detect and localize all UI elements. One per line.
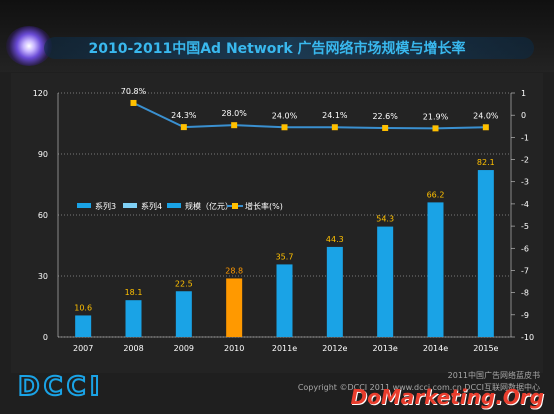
title-bar [44,37,534,59]
bar-label-2010: 28.8 [225,266,243,275]
y-right-tick-3: -2 [521,156,529,165]
legend-label-1: 系列4 [141,201,162,211]
y-left-tick-3: 90 [38,150,48,159]
legend-swatch-2 [167,203,181,208]
y-left-tick-4: 120 [33,89,48,98]
growth-label-2015e: 24.0% [473,111,499,120]
growth-label-2014e: 21.9% [423,112,449,121]
y-right-tick-11: -10 [521,333,534,342]
bar-label-2013e: 54.3 [376,215,394,224]
growth-label-2009: 24.3% [171,111,197,120]
x-tick-2012e: 2012e [322,344,347,353]
legend-swatch-0 [77,203,91,208]
bar-2011e [276,264,293,337]
growth-label-2008: 70.8% [121,87,147,96]
bar-label-2011e: 35.7 [276,252,294,261]
legend-swatch-1 [123,203,137,208]
growth-marker-2010 [231,122,238,129]
bar-label-2012e: 44.3 [326,235,344,244]
bar-2007 [75,315,92,337]
plot-panel: 0 30 60 90 120 1 0 -1 -2 -3 -4 -5 -6 -7 -8 -9 -10 10.6 18.… [11,73,543,373]
y-right-tick-6: -5 [521,222,529,231]
y-right-tick-4: -3 [521,178,529,187]
growth-label-2012e: 24.1% [322,111,348,120]
footnote: 2011中国广告网络蓝皮书 Copyright ©DCCI 2011 www.d… [298,370,540,394]
x-tick-2007: 2007 [73,344,93,353]
bar-label-2007: 10.6 [74,303,92,312]
growth-line [133,102,486,130]
y-right-tick-5: -4 [521,200,529,209]
y-right-tick-0: 1 [521,89,526,98]
footnote-line-2: Copyright ©DCCI 2011 www.dcci.com.cn DCC… [297,383,540,392]
y-right-tick-1: 0 [521,111,526,120]
bar-2013e [377,226,394,337]
growth-label-2013e: 22.6% [372,112,398,121]
y-left-tick-0: 0 [43,333,48,342]
bar-2008 [125,300,142,337]
bar-label-2015e: 82.1 [477,158,495,167]
dcci-logo: DCCI [17,371,104,403]
y-right-tick-7: -6 [521,244,529,253]
growth-marker-2008 [130,99,137,106]
growth-marker-2013e [382,124,389,131]
watermark: DoMarketing.Org [350,385,544,409]
x-tick-2008: 2008 [123,344,143,353]
bar-label-2008: 18.1 [125,288,143,297]
x-tick-2011e: 2011e [272,344,297,353]
x-tick-2015e: 2015e [473,344,498,353]
legend-marker-3 [232,203,238,209]
bar-2010 [226,278,243,337]
growth-marker-2014e [432,125,439,132]
chart-header: 2010-2011中国Ad Network 广告网络市场规模与增长率 [0,0,554,72]
x-tick-2010: 2010 [224,344,244,353]
growth-label-2010: 28.0% [221,109,247,118]
bar-2014e [427,202,444,337]
bar-label-2014e: 66.2 [427,190,445,199]
bar-2012e [326,246,343,337]
y-left-tick-2: 60 [38,211,48,220]
x-tick-2009: 2009 [174,344,194,353]
legend-label-3: 增长率(%) [245,201,283,211]
growth-label-2011e: 24.0% [272,111,298,120]
growth-marker-2009 [180,124,187,131]
x-tick-2014e: 2014e [423,344,448,353]
growth-marker-2012e [331,124,338,131]
y-right-tick-9: -8 [521,289,529,298]
growth-marker-2011e [281,124,288,131]
y-right-tick-10: -9 [521,311,529,320]
bar-label-2009: 22.5 [175,279,193,288]
bar-2015e [477,170,494,337]
y-left-tick-1: 30 [38,272,48,281]
bar-2009 [175,291,192,337]
x-tick-2013e: 2013e [373,344,398,353]
y-right-tick-2: -1 [521,133,529,142]
legend-label-0: 系列3 [95,201,116,211]
chart-title: 2010-2011中国Ad Network 广告网络市场规模与增长率 [88,41,466,57]
legend-label-2: 规模（亿元） [185,201,233,211]
growth-marker-2015e [482,124,489,131]
y-right-tick-8: -7 [521,266,529,275]
footnote-line-1: 2011中国广告网络蓝皮书 [447,371,540,380]
